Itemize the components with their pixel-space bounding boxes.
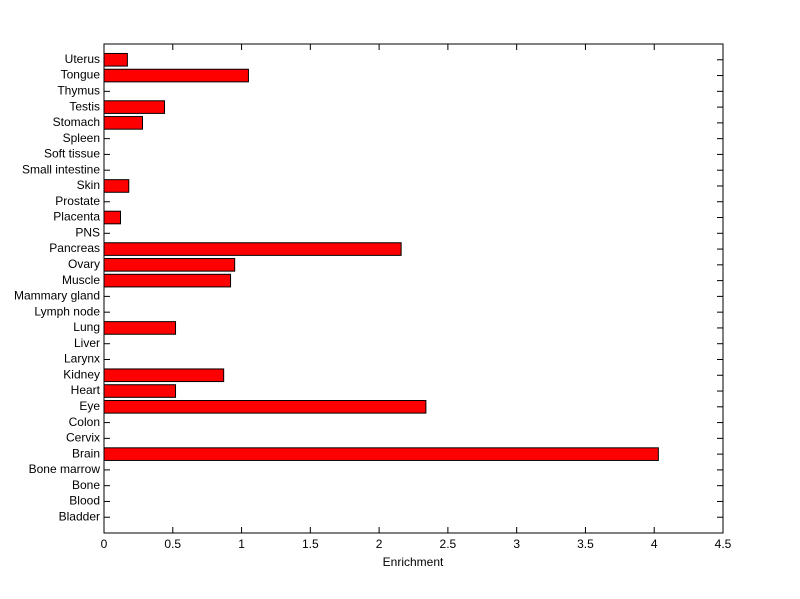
bar xyxy=(103,368,225,383)
x-tick-label: 4.5 xyxy=(715,537,732,551)
bar xyxy=(103,242,402,256)
bar xyxy=(103,384,177,398)
y-tick-label: Cervix xyxy=(66,431,100,445)
y-tick-label: Bone marrow xyxy=(29,462,101,476)
y-tick-label: Liver xyxy=(74,336,100,350)
y-tick-label: Bone xyxy=(72,478,100,492)
y-tick-label: Skin xyxy=(77,178,100,192)
y-tick-label: Stomach xyxy=(53,115,100,129)
bar xyxy=(103,179,130,193)
y-tick-label: Lymph node xyxy=(34,304,100,318)
bar xyxy=(103,321,177,335)
bar xyxy=(103,68,249,83)
bar xyxy=(103,116,144,130)
y-tick-label: Prostate xyxy=(55,194,100,208)
x-tick-label: 4 xyxy=(651,537,658,551)
bar xyxy=(103,100,166,114)
y-tick-label: Soft tissue xyxy=(44,147,100,161)
bar xyxy=(103,210,122,225)
x-tick-label: 2 xyxy=(376,537,383,551)
bar xyxy=(103,52,128,67)
bar xyxy=(103,273,232,288)
y-tick-label: Colon xyxy=(69,415,100,429)
y-tick-label: Tongue xyxy=(61,68,101,82)
y-tick-label: Lung xyxy=(73,320,100,334)
y-tick-label: Small intestine xyxy=(22,162,100,176)
y-tick-label: Larynx xyxy=(64,352,100,366)
y-tick-label: Spleen xyxy=(63,131,100,145)
x-tick-label: 3 xyxy=(513,537,520,551)
x-tick-label: 1.5 xyxy=(302,537,319,551)
y-tick-label: Thymus xyxy=(57,83,100,97)
y-tick-label: Muscle xyxy=(62,273,100,287)
x-tick-label: 2.5 xyxy=(440,537,457,551)
x-tick-label: 0.5 xyxy=(164,537,181,551)
y-tick-label: Eye xyxy=(79,399,100,413)
y-tick-label: Kidney xyxy=(63,367,100,381)
y-tick-label: Testis xyxy=(69,99,100,113)
y-tick-label: Ovary xyxy=(68,257,100,271)
bar xyxy=(103,399,427,414)
x-tick-label: 1 xyxy=(238,537,245,551)
y-tick-label: Heart xyxy=(71,383,101,397)
bar xyxy=(103,258,236,272)
y-tick-label: Brain xyxy=(72,446,100,460)
y-tick-label: PNS xyxy=(75,225,100,239)
y-tick-label: Mammary gland xyxy=(14,289,100,303)
x-tick-label: 0 xyxy=(101,537,108,551)
x-tick-label: 3.5 xyxy=(577,537,594,551)
bar xyxy=(103,447,659,461)
x-axis-label: Enrichment xyxy=(383,555,444,569)
y-tick-label: Placenta xyxy=(53,210,100,224)
y-tick-label: Bladder xyxy=(59,509,100,523)
y-tick-label: Pancreas xyxy=(49,241,100,255)
y-tick-label: Blood xyxy=(69,494,100,508)
y-tick-label: Uterus xyxy=(65,52,100,66)
